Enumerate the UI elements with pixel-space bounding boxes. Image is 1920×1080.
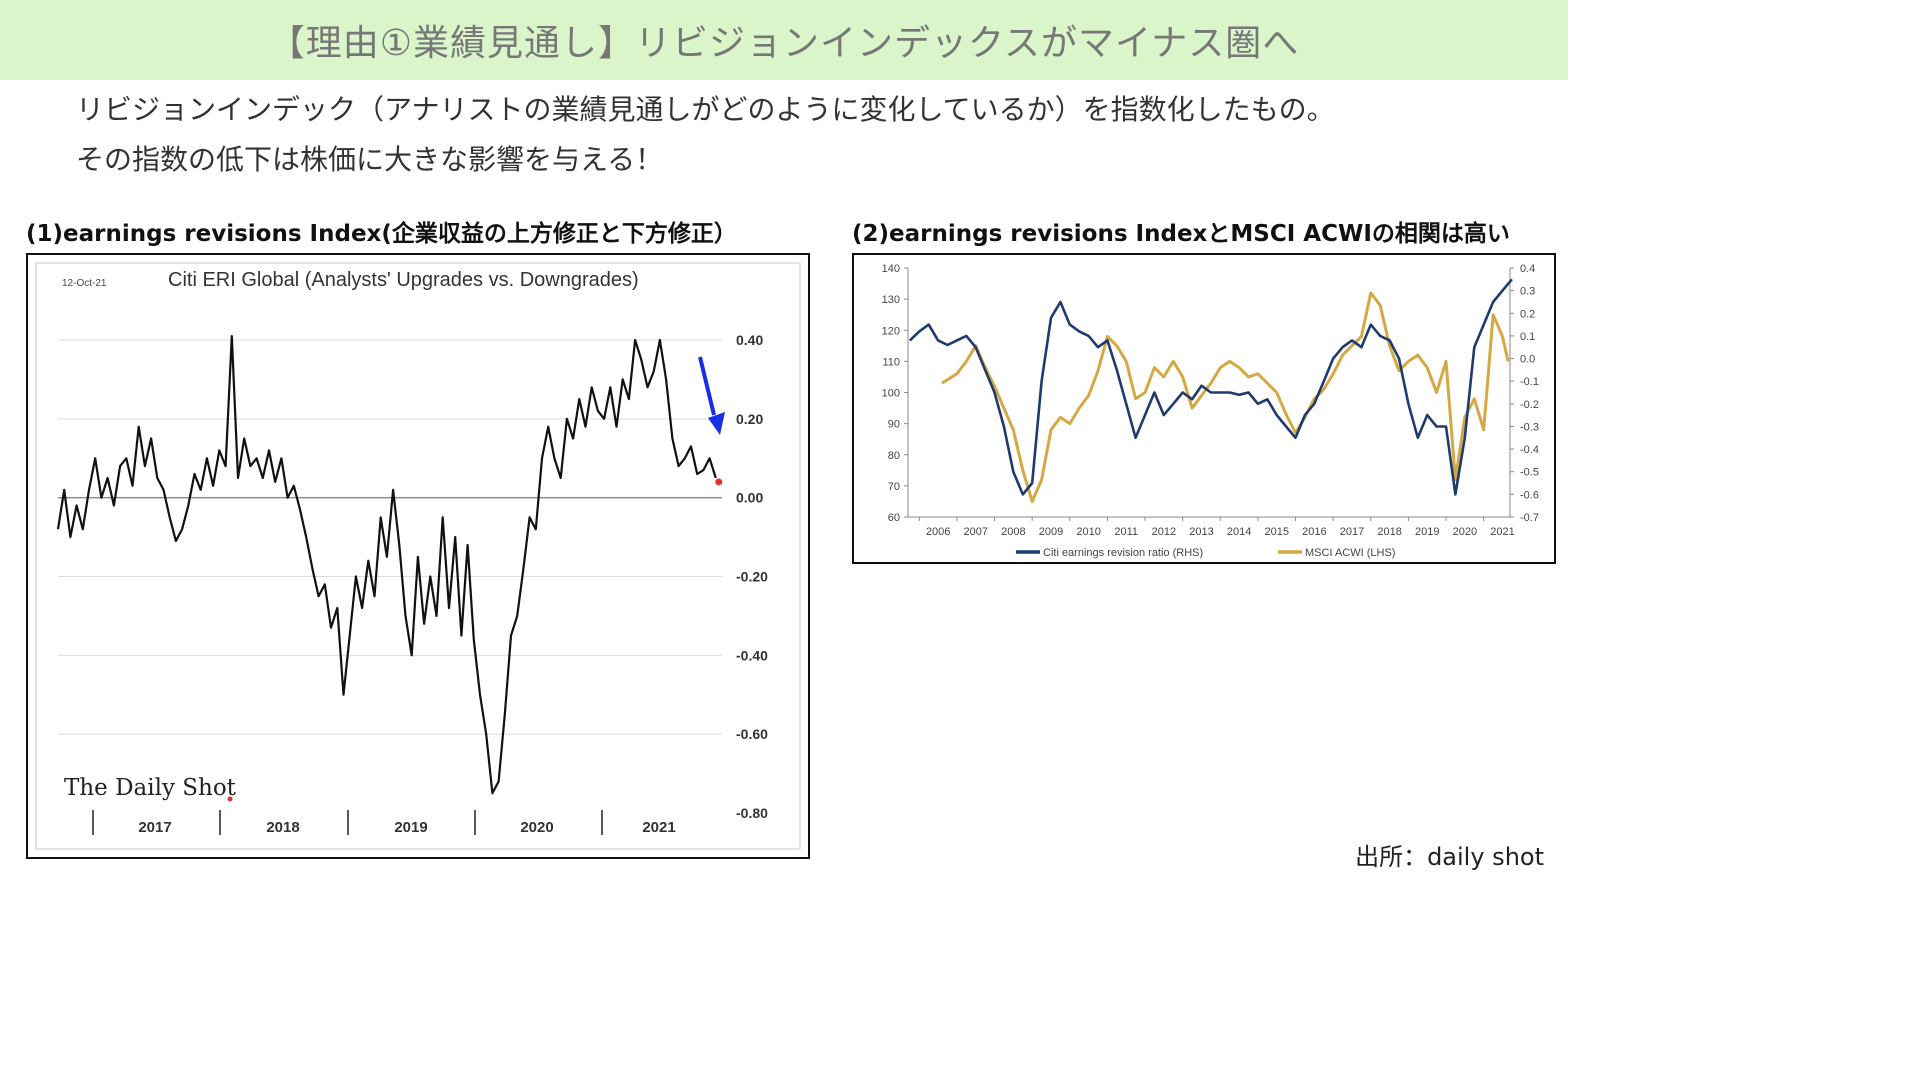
chart1-title: Citi ERI Global (Analysts' Upgrades vs. … (168, 269, 639, 291)
x-tick-label: 2008 (1001, 526, 1025, 538)
description-line-2: その指数の低下は株価に大きな影響を与える！ (76, 143, 664, 176)
y-right-tick-label: -0.6 (1520, 489, 1539, 501)
citi-eri-line (909, 278, 1513, 496)
panel2-heading: (2)earnings revisions IndexとMSCI ACWIの相関… (852, 221, 1510, 247)
y-tick-label: 0.40 (736, 332, 763, 348)
y-tick-label: -0.40 (736, 647, 768, 663)
y-right-tick-label: 0.2 (1520, 308, 1535, 320)
panel1-heading: (1)earnings revisions Index(企業収益の上方修正と下方… (26, 221, 737, 247)
x-tick-label: 2017 (1340, 526, 1364, 538)
x-tick-label: 2021 (1490, 526, 1514, 538)
x-tick-label: 2015 (1264, 526, 1288, 538)
y-right-tick-label: 0.0 (1520, 354, 1535, 366)
source-note: 出所：daily shot (1355, 843, 1544, 871)
legend-label-acwi: MSCI ACWI (LHS) (1305, 547, 1395, 559)
y-right-tick-label: 0.1 (1520, 331, 1535, 343)
down-arrow-annotation (698, 356, 725, 435)
y-tick-label: -0.80 (736, 805, 768, 821)
y-left-tick-label: 130 (882, 294, 900, 306)
latest-value-marker (715, 478, 723, 486)
y-tick-label: 0.00 (736, 490, 763, 506)
chart1-frame: 0.40 0.20 0.00 -0.20 -0.40 -0.60 -0.80 2017 201… (26, 253, 810, 859)
msci-acwi-line (941, 291, 1510, 503)
x-tick-label: 2020 (520, 819, 553, 836)
page-title: 【理由①業績見通し】リビジョンインデックスがマイナス圏へ (268, 23, 1300, 64)
y-tick-label: -0.20 (736, 569, 768, 585)
x-tick-label: 2007 (963, 526, 987, 538)
x-tick-label: 2019 (1415, 526, 1439, 538)
eri-global-chart: 0.40 0.20 0.00 -0.20 -0.40 -0.60 -0.80 2017 201… (35, 262, 801, 850)
x-tick-label: 2021 (642, 819, 675, 836)
y-right-tick-label: -0.1 (1520, 376, 1539, 388)
x-tick-label: 2013 (1189, 526, 1213, 538)
x-tick-label: 2011 (1114, 526, 1138, 538)
x-tick-label: 2019 (394, 819, 427, 836)
y-left-tick-label: 60 (888, 512, 900, 524)
logo-dot (227, 796, 233, 802)
daily-shot-logo: The Daily Shot (64, 775, 237, 801)
eri-vs-acwi-chart: 140 130 120 110 100 90 80 70 60 0.4 0.3 0.2 0.1 0.0 -… (882, 263, 1539, 559)
legend-label-eri: Citi earnings revision ratio (RHS) (1043, 547, 1203, 559)
eri-global-line (56, 335, 717, 795)
x-tick-label: 2010 (1076, 526, 1100, 538)
x-tick-label: 2012 (1152, 526, 1176, 538)
y-right-tick-label: -0.4 (1520, 444, 1539, 456)
y-left-tick-label: 100 (882, 388, 900, 400)
y-tick-label: -0.60 (736, 726, 768, 742)
y-tick-label: 0.20 (736, 411, 763, 427)
y-left-tick-label: 110 (882, 356, 900, 368)
y-right-tick-label: -0.7 (1520, 512, 1539, 524)
y-left-tick-label: 90 (888, 419, 900, 431)
chart2-frame: 140 130 120 110 100 90 80 70 60 0.4 0.3 0.2 0.1 0.0 -… (852, 253, 1556, 564)
title-bar: 【理由①業績見通し】リビジョンインデックスがマイナス圏へ (0, 0, 1568, 80)
x-tick-label: 2018 (1377, 526, 1401, 538)
description-line-1: リビジョンインデック（アナリストの業績見通しがどのように変化しているか）を指数化… (76, 93, 1335, 126)
y-right-tick-label: -0.2 (1520, 399, 1539, 411)
x-tick-label: 2020 (1453, 526, 1477, 538)
x-tick-label: 2009 (1039, 526, 1063, 538)
y-left-tick-label: 80 (888, 450, 900, 462)
y-right-tick-label: 0.3 (1520, 286, 1535, 298)
x-tick-label: 2017 (138, 819, 171, 836)
chart1-date-label: 12-Oct-21 (62, 278, 107, 289)
x-tick-label: 2016 (1302, 526, 1326, 538)
y-right-tick-label: -0.3 (1520, 421, 1539, 433)
x-tick-label: 2014 (1227, 526, 1251, 538)
y-right-tick-label: 0.4 (1520, 263, 1535, 275)
y-right-tick-label: -0.5 (1520, 467, 1539, 479)
y-left-tick-label: 120 (882, 325, 900, 337)
x-tick-label: 2018 (266, 819, 299, 836)
y-left-tick-label: 70 (888, 481, 900, 493)
x-tick-label: 2006 (926, 526, 950, 538)
y-left-tick-label: 140 (882, 263, 900, 275)
chart2-legend: Citi earnings revision ratio (RHS) MSCI … (1016, 547, 1395, 559)
